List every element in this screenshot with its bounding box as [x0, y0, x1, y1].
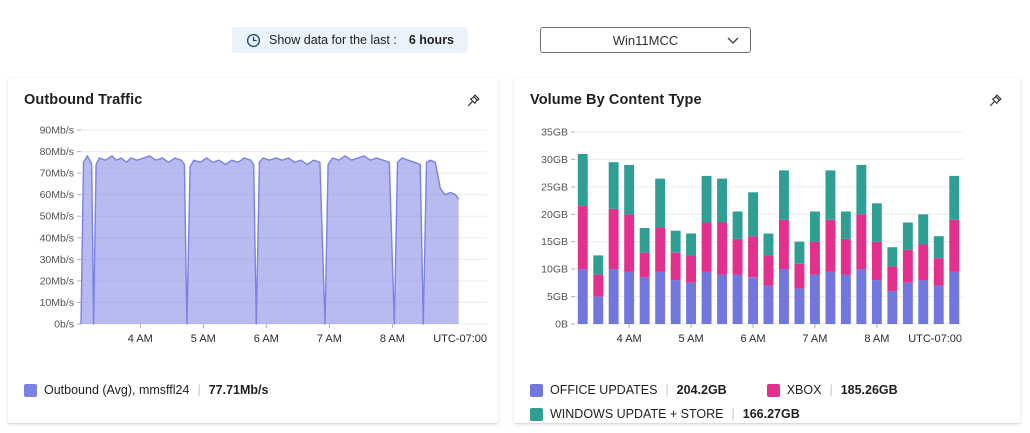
svg-text:15GB: 15GB	[541, 236, 568, 248]
series-swatch-office-updates	[530, 383, 543, 397]
svg-text:20GB: 20GB	[541, 209, 568, 221]
svg-text:4 AM: 4 AM	[128, 333, 153, 345]
pin-button-volume[interactable]	[982, 90, 1006, 114]
svg-text:25GB: 25GB	[541, 181, 568, 193]
outbound-traffic-card: Outbound Traffic 90Mb/s 80Mb/s 70Mb/s 60Mb/…	[8, 78, 498, 423]
svg-text:35GB: 35GB	[541, 127, 568, 139]
legend-label-office-updates: OFFICE UPDATES	[550, 383, 658, 397]
svg-text:8 AM: 8 AM	[864, 333, 889, 345]
svg-text:UTC-07:00: UTC-07:00	[433, 333, 487, 345]
svg-text:5 AM: 5 AM	[679, 333, 704, 345]
chevron-down-icon	[727, 37, 739, 44]
legend-item-windows-update-store[interactable]: WINDOWS UPDATE + STORE | 166.27GB	[530, 407, 800, 421]
pin-button-outbound[interactable]	[460, 90, 484, 114]
svg-text:6 AM: 6 AM	[254, 333, 279, 345]
legend-value-outbound: 77.71Mb/s	[208, 383, 269, 397]
svg-text:7 AM: 7 AM	[317, 333, 342, 345]
legend-item-xbox[interactable]: XBOX | 185.26GB	[766, 383, 898, 397]
legend-label-outbound: Outbound (Avg), mmsffl24	[44, 383, 190, 397]
svg-text:4 AM: 4 AM	[617, 333, 642, 345]
legend-item-outbound[interactable]: Outbound (Avg), mmsffl24 | 77.71Mb/s	[24, 383, 268, 397]
outbound-legend: Outbound (Avg), mmsffl24 | 77.71Mb/s	[24, 383, 482, 397]
svg-text:30GB: 30GB	[541, 154, 568, 166]
series-swatch-xbox	[766, 383, 780, 397]
series-swatch-windows-update-store	[530, 407, 543, 421]
pin-icon	[989, 94, 1002, 107]
server-dropdown[interactable]: Win11MCC	[540, 27, 751, 53]
pin-icon	[467, 94, 480, 107]
legend-label-windows-update-store: WINDOWS UPDATE + STORE	[550, 407, 724, 421]
legend-label-xbox: XBOX	[786, 383, 822, 397]
time-filter-label: Show data for the last :	[269, 33, 397, 47]
svg-text:50Mb/s: 50Mb/s	[40, 211, 74, 223]
svg-text:5 AM: 5 AM	[191, 333, 216, 345]
volume-chart: 35GB 30GB 25GB 20GB 15GB 10GB 5GB 0B 4 AM 5 AM 6 A…	[530, 118, 1004, 363]
svg-text:5GB: 5GB	[547, 291, 568, 303]
dashboard-cards: Outbound Traffic 90Mb/s 80Mb/s 70Mb/s 60Mb/…	[8, 78, 1020, 423]
svg-text:90Mb/s: 90Mb/s	[40, 125, 74, 137]
legend-separator: |	[731, 407, 735, 421]
legend-separator: |	[665, 383, 669, 397]
svg-text:0B: 0B	[555, 319, 568, 331]
svg-text:70Mb/s: 70Mb/s	[40, 168, 74, 180]
time-filter-value: 6 hours	[408, 33, 455, 47]
svg-text:UTC-07:00: UTC-07:00	[908, 333, 962, 345]
volume-by-content-type-card: Volume By Content Type 35GB 30GB 25GB 20GB 1…	[514, 78, 1020, 423]
legend-value-xbox: 185.26GB	[840, 383, 898, 397]
svg-text:20Mb/s: 20Mb/s	[40, 275, 74, 287]
svg-text:80Mb/s: 80Mb/s	[40, 146, 74, 158]
topbar: Show data for the last : 6 hours Win11MCC	[0, 27, 1030, 55]
outbound-chart: 90Mb/s 80Mb/s 70Mb/s 60Mb/s 50Mb/s 40Mb/s 30Mb…	[24, 118, 487, 363]
svg-text:60Mb/s: 60Mb/s	[40, 189, 74, 201]
svg-text:10Mb/s: 10Mb/s	[40, 297, 74, 309]
svg-text:10GB: 10GB	[541, 264, 568, 276]
chart-title-volume: Volume By Content Type	[530, 92, 702, 108]
svg-text:0b/s: 0b/s	[54, 319, 74, 331]
svg-text:6 AM: 6 AM	[740, 333, 765, 345]
legend-value-office-updates: 204.2GB	[676, 383, 727, 397]
chart-title-outbound: Outbound Traffic	[24, 92, 143, 108]
legend-item-office-updates[interactable]: OFFICE UPDATES | 204.2GB	[530, 383, 727, 397]
svg-text:8 AM: 8 AM	[380, 333, 405, 345]
volume-legend: OFFICE UPDATES | 204.2GB XBOX | 185.26GB…	[530, 383, 1004, 421]
server-dropdown-value: Win11MCC	[612, 32, 679, 48]
legend-separator: |	[197, 383, 201, 397]
clock-icon	[246, 33, 261, 47]
legend-separator: |	[829, 383, 833, 397]
svg-text:30Mb/s: 30Mb/s	[40, 254, 74, 266]
time-filter-pill[interactable]: Show data for the last : 6 hours	[232, 27, 469, 53]
svg-text:40Mb/s: 40Mb/s	[40, 232, 74, 244]
svg-text:7 AM: 7 AM	[802, 333, 827, 345]
legend-value-windows-update-store: 166.27GB	[742, 407, 800, 421]
series-swatch-outbound	[24, 383, 37, 397]
